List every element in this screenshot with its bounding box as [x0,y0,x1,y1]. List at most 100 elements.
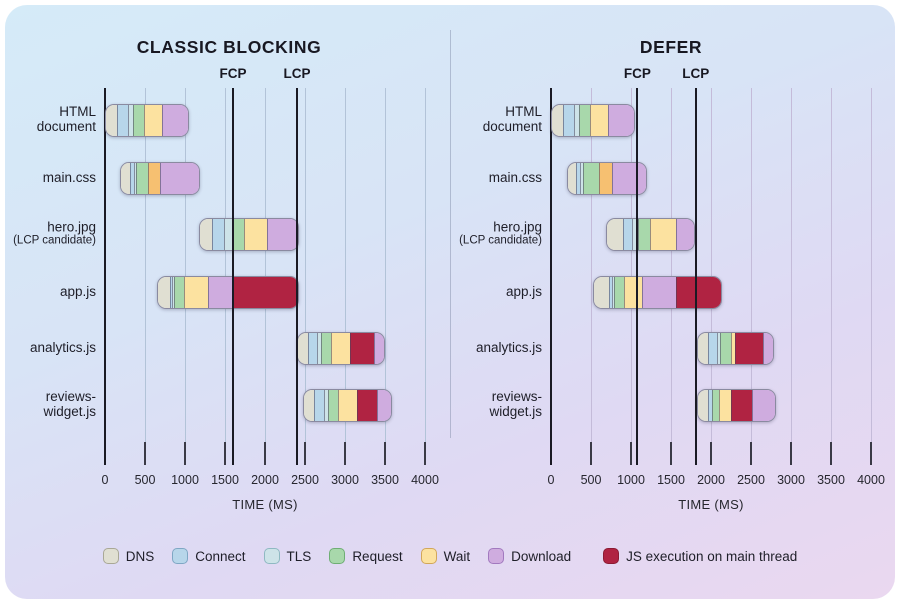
resource-bar [696,332,774,365]
segment-js [350,333,374,364]
fcp-label: FCP [623,66,651,81]
segment-connect [622,219,632,250]
segment-request [613,277,625,308]
segment-dns [594,277,610,308]
axis-tick [710,442,712,465]
segment-request [712,390,720,421]
segment-request [583,163,600,194]
gridline [790,88,792,465]
axis-tick [184,442,186,465]
segment-dns [298,333,309,364]
row-label-line: app.js [505,283,542,299]
segment-tls [128,105,133,136]
legend-item-download: Download [488,548,571,564]
row-label: main.css [430,170,542,186]
legend-label: TLS [286,548,312,564]
segment-request [232,219,244,250]
legend-label: Request [352,548,403,564]
tick-label: 1500 [211,473,239,487]
segment-dns [697,333,709,364]
segment-js [675,277,721,308]
resource-bar [696,389,777,422]
row-label: HTML document [430,104,542,136]
fcp-label: FCP [219,66,247,81]
resource-bar [593,276,722,309]
legend-label: DNS [125,548,155,564]
segment-request [321,333,331,364]
legend-label: JS execution on main thread [626,548,798,564]
axis-tick [144,442,146,465]
segment-connect [170,277,173,308]
segment-tls [579,163,584,194]
segment-dns [200,219,213,250]
segment-tls [323,390,328,421]
segment-dns [552,105,564,136]
row-label-line: app.js [59,283,96,299]
legend-label: Download [511,548,572,564]
segment-tls [574,105,579,136]
segment-dns [567,163,576,194]
segment-dns [158,277,170,308]
segment-wait [731,333,736,364]
segment-wait [650,219,676,250]
row-label-line: (LCP candidate) [13,234,96,247]
x-axis-title: TIME (MS) [232,497,298,512]
tick-label: 3500 [817,473,845,487]
segment-js [233,277,298,308]
row-label-line: hero.jpg [493,218,542,234]
segment-connect [117,105,129,136]
segment-wait [719,390,732,421]
row-label-line: reviews- [491,388,542,404]
axis-tick [384,442,386,465]
tick-label: 0 [547,473,555,487]
resource-bar [157,276,299,309]
connect-swatch [172,548,189,564]
segment-connect [313,390,324,421]
segment-download [159,163,200,194]
row-label: app.js [430,284,542,300]
gridline [750,88,752,465]
tick-label: 4000 [411,473,439,487]
fcp-line [636,88,639,465]
row-label: reviews-widget.js [430,389,542,421]
segment-dns [106,105,118,136]
segment-wait [243,219,267,250]
segment-js [735,333,763,364]
tick-label: 2000 [697,473,725,487]
gridline [424,88,426,465]
tick-label: 0 [101,473,109,487]
resource-bar [297,332,386,365]
segment-connect [708,333,717,364]
axis-tick [264,442,266,465]
segment-wait [337,390,358,421]
row-label-line: analytics.js [475,339,542,355]
axis-tick [670,442,672,465]
segment-wait_orange [148,163,160,194]
center-divider-line [450,30,451,438]
row-label-line: widget.js [489,404,542,420]
gridline [344,88,346,465]
js-swatch [603,548,620,564]
resource-bar [606,218,696,251]
resource-bar [302,389,392,422]
segment-connect [707,390,713,421]
tick-label: 3500 [371,473,399,487]
tick-label: 1500 [657,473,685,487]
segment-tls [611,277,614,308]
row-label-line: HTML [505,103,542,119]
row-label-line: document [36,119,96,135]
segment-wait [144,105,162,136]
axis-tick [424,442,426,465]
segment-connect [308,333,318,364]
axis-tick [224,442,226,465]
row-label: HTML document [0,104,96,136]
resource-bar [105,104,190,137]
segment-wait [624,277,642,308]
segment-download [611,163,646,194]
segment-wait [183,277,209,308]
row-label-line: hero.jpg [47,218,96,234]
segment-request [174,277,184,308]
legend-label: Connect [195,548,246,564]
segment-request [720,333,732,364]
